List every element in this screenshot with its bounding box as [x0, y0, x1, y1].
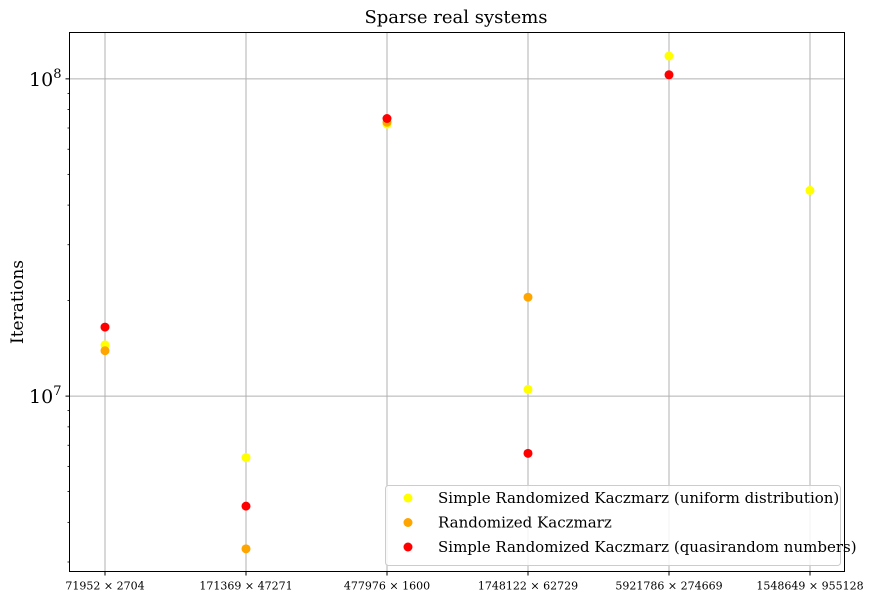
x-tick-label: 1748122 × 62729 — [478, 580, 578, 593]
legend-items: Simple Randomized Kaczmarz (uniform dist… — [403, 489, 857, 556]
y-tick-base: 10 — [29, 386, 53, 408]
data-point — [523, 292, 533, 302]
x-tick-label: 171369 × 47271 — [199, 580, 292, 593]
data-point — [100, 346, 110, 356]
y-tick-exponent: 7 — [53, 384, 61, 399]
data-point — [664, 51, 674, 61]
legend-label: Simple Randomized Kaczmarz (uniform dist… — [438, 489, 839, 507]
legend-marker — [403, 493, 413, 503]
x-tick-label: 1548649 × 955128 — [756, 580, 863, 593]
marks-layer — [100, 51, 815, 554]
legend-label: Randomized Kaczmarz — [438, 514, 612, 532]
data-point — [523, 384, 533, 394]
x-tick-label: 71952 × 2704 — [65, 580, 144, 593]
data-point — [241, 544, 251, 554]
x-tick-label: 477976 × 1600 — [344, 580, 430, 593]
data-point — [805, 185, 815, 195]
ticks-layer: 71952 × 2704 171369 × 47271 477976 × 1600 1… — [29, 67, 864, 593]
data-point — [241, 453, 251, 463]
data-point — [241, 501, 251, 511]
data-point — [664, 70, 674, 80]
x-tick-label: 5921786 × 274669 — [615, 580, 722, 593]
chart-title: Sparse real systems — [364, 7, 547, 28]
y-axis-label: Iterations — [8, 260, 28, 344]
plot-frame — [69, 32, 845, 572]
data-point — [523, 448, 533, 458]
legend-marker — [403, 542, 413, 552]
legend-box — [385, 485, 841, 566]
legend: Simple Randomized Kaczmarz (uniform dist… — [385, 485, 857, 566]
y-tick-base: 10 — [29, 69, 53, 91]
data-point — [100, 322, 110, 332]
legend-marker — [403, 518, 413, 527]
y-tick-exponent: 8 — [53, 67, 61, 82]
legend-label: Simple Randomized Kaczmarz (quasirandom … — [438, 538, 857, 556]
data-point — [382, 113, 392, 123]
y-tick-label: 108 — [29, 67, 61, 91]
y-tick-label: 107 — [29, 384, 61, 408]
